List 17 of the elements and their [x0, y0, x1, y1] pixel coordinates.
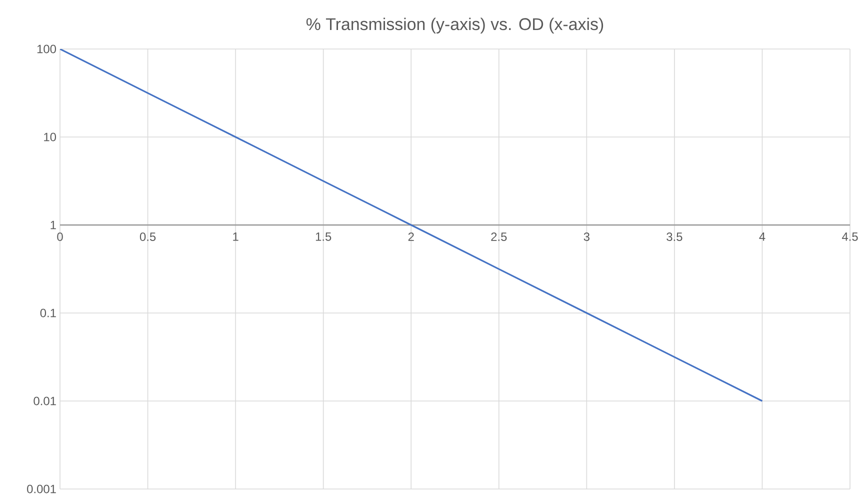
x-tick-label: 2.5: [491, 232, 507, 241]
y-tick-label: 0.1: [40, 308, 56, 318]
x-tick-label: 1.5: [316, 232, 332, 241]
y-tick-label: 0.01: [34, 396, 56, 406]
y-tick-label: 0.001: [27, 484, 56, 494]
y-tick-label: 100: [37, 44, 56, 54]
x-tick-label: 2: [408, 232, 414, 241]
x-tick-label: 4.5: [842, 232, 858, 241]
x-tick-label: 3: [584, 232, 590, 241]
y-tick-label: 1: [50, 220, 56, 230]
x-tick-label: 0.5: [140, 232, 156, 241]
x-tick-label: 0: [57, 232, 63, 241]
x-tick-label: 3.5: [666, 232, 682, 241]
x-tick-label: 1: [233, 232, 238, 241]
x-tick-label: 4: [759, 232, 766, 241]
chart-title: % Transmission (y-axis) vs. OD (x-axis): [306, 18, 604, 34]
y-tick-label: 10: [44, 132, 56, 142]
